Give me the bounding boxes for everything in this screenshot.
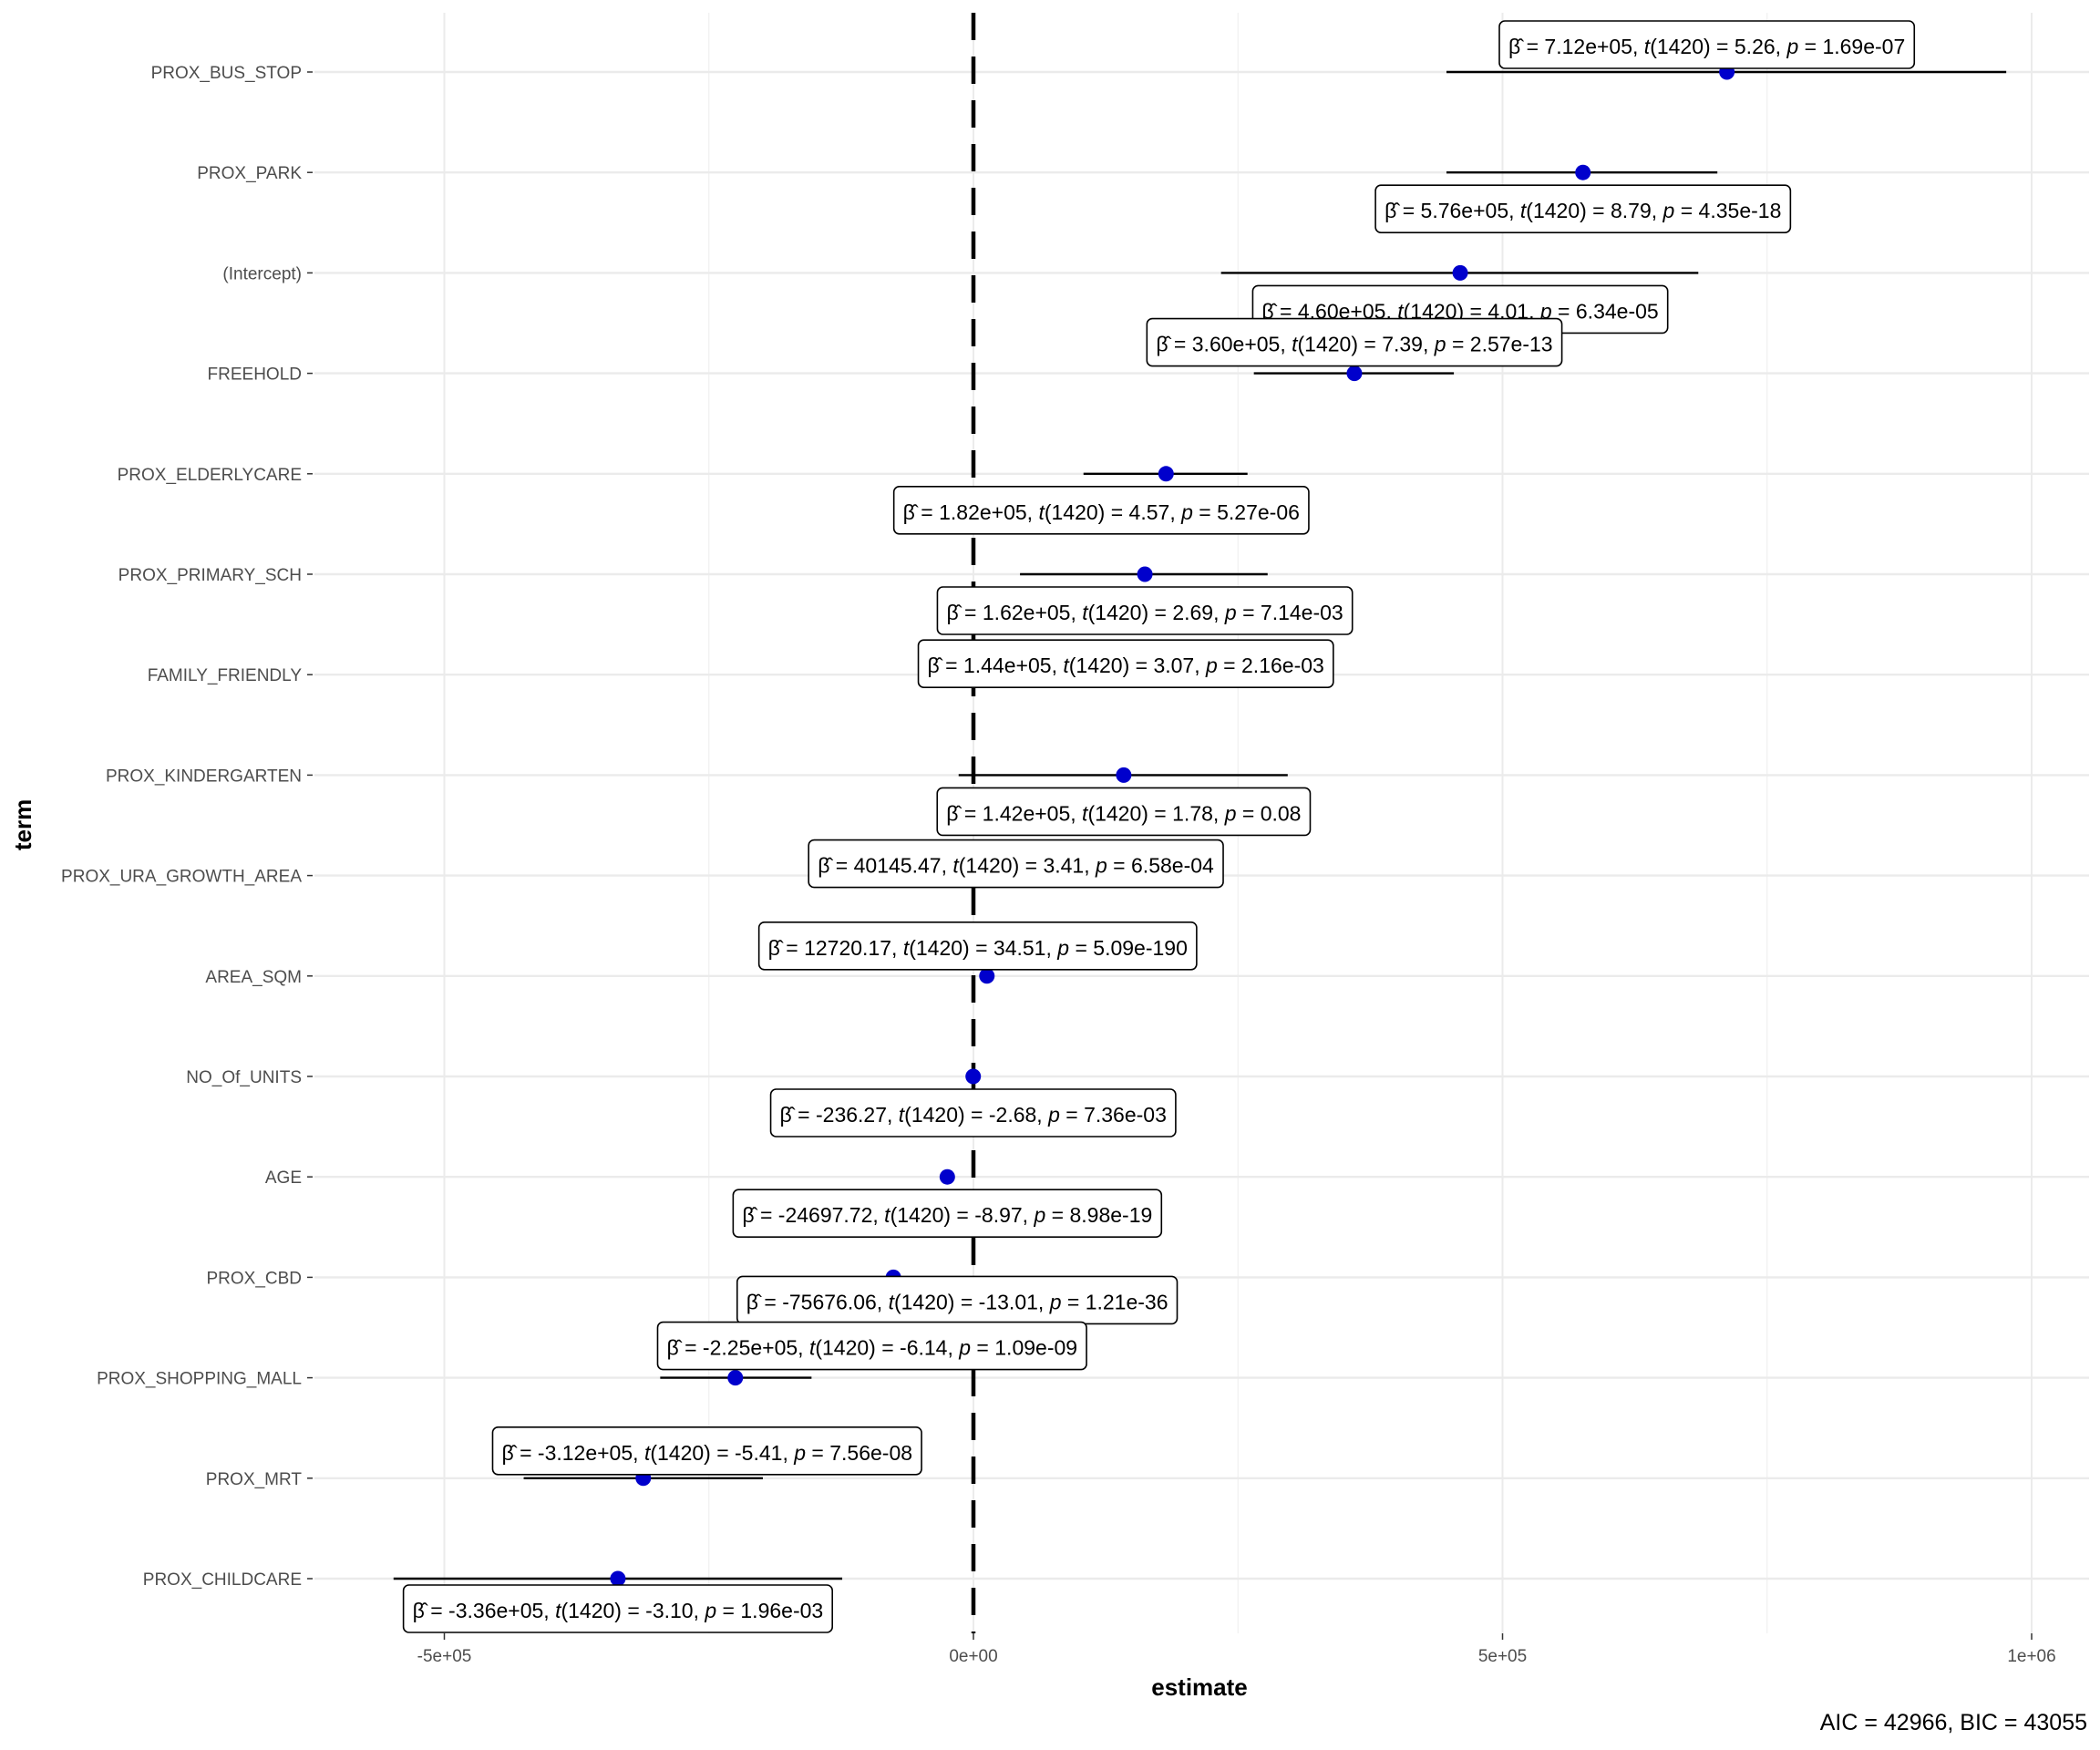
y-tick-label: PROX_URA_GROWTH_AREA	[61, 868, 302, 887]
estimate-point	[979, 968, 995, 984]
estimate-point	[965, 1068, 982, 1085]
y-axis-title: term	[9, 799, 36, 850]
x-tick-label: 1e+06	[2007, 1647, 2055, 1666]
model-fit-caption: AIC = 42966, BIC = 43055	[1820, 1710, 2087, 1735]
estimate-labels: β̂ = 7.12e+05, t(1420) = 5.26, p = 1.69e…	[402, 20, 1916, 1633]
estimate-label: β̂ = 1.62e+05, t(1420) = 2.69, p = 7.14e…	[936, 586, 1354, 635]
estimate-label-text: β̂ = 1.62e+05, t(1420) = 2.69, p = 7.14e…	[946, 601, 1343, 624]
estimate-label-text: β̂ = 7.12e+05, t(1420) = 5.26, p = 1.69e…	[1508, 35, 1905, 58]
estimate-label-box	[757, 921, 1198, 971]
estimate-label-text: β̂ = 5.76e+05, t(1420) = 8.79, p = 4.35e…	[1385, 199, 1781, 222]
estimate-point	[1116, 767, 1132, 783]
estimate-point	[610, 1570, 626, 1587]
estimate-label-text: β̂ = -24697.72, t(1420) = -8.97, p = 8.9…	[742, 1203, 1152, 1227]
estimate-label-text: β̂ = -2.25e+05, t(1420) = -6.14, p = 1.0…	[666, 1336, 1077, 1360]
estimate-label-text: β̂ = 40145.47, t(1420) = 3.41, p = 6.58e…	[818, 854, 1214, 878]
y-tick-label: PROX_PARK	[197, 164, 302, 183]
y-tick-label: PROX_MRT	[206, 1470, 303, 1489]
estimate-label-box	[1374, 184, 1792, 233]
y-tick-label: (Intercept)	[222, 264, 302, 283]
estimate-point	[1575, 164, 1591, 180]
y-tick-label: PROX_SHOPPING_MALL	[97, 1370, 302, 1389]
estimate-label-box	[732, 1189, 1163, 1238]
estimate-label: β̂ = 1.82e+05, t(1420) = 4.57, p = 5.27e…	[892, 485, 1310, 535]
y-tick-label: AGE	[265, 1168, 302, 1188]
estimate-label-text: β̂ = -3.12e+05, t(1420) = -5.41, p = 7.5…	[501, 1441, 912, 1465]
y-tick-label: PROX_CBD	[206, 1269, 302, 1288]
estimate-point	[1158, 466, 1174, 482]
estimate-label-text: β̂ = -75676.06, t(1420) = -13.01, p = 1.…	[746, 1290, 1168, 1313]
estimate-label: β̂ = 1.42e+05, t(1420) = 1.78, p = 0.08	[936, 787, 1312, 837]
x-tick-label: -5e+05	[417, 1647, 472, 1666]
estimate-label-box	[936, 787, 1312, 837]
y-tick-label: NO_Of_UNITS	[186, 1068, 302, 1087]
estimate-label-box	[491, 1426, 922, 1476]
estimate-label-text: β̂ = 1.42e+05, t(1420) = 1.78, p = 0.08	[946, 801, 1301, 825]
estimate-label: β̂ = 1.44e+05, t(1420) = 3.07, p = 2.16e…	[917, 639, 1334, 689]
estimate-point	[1346, 365, 1363, 382]
estimate-label-box	[808, 839, 1224, 889]
y-tick-label: PROX_PRIMARY_SCH	[118, 566, 302, 585]
estimate-label: β̂ = -75676.06, t(1420) = -13.01, p = 1.…	[736, 1275, 1179, 1325]
y-tick-label: PROX_KINDERGARTEN	[106, 767, 302, 786]
estimate-label-text: β̂ = 1.44e+05, t(1420) = 3.07, p = 2.16e…	[928, 654, 1324, 677]
estimate-label-box	[769, 1088, 1177, 1138]
x-tick-label: 0e+00	[949, 1647, 997, 1666]
estimate-label: β̂ = 12720.17, t(1420) = 34.51, p = 5.09…	[757, 921, 1198, 971]
x-axis: -5e+05 0e+00 5e+05 1e+06	[417, 1633, 2056, 1666]
y-tick-label: PROX_BUS_STOP	[151, 64, 302, 83]
estimate-label: β̂ = -3.36e+05, t(1420) = -3.10, p = 1.9…	[402, 1584, 833, 1633]
estimate-point	[1452, 264, 1468, 281]
estimate-label: β̂ = -236.27, t(1420) = -2.68, p = 7.36e…	[769, 1088, 1177, 1138]
y-tick-label: PROX_CHILDCARE	[143, 1570, 302, 1590]
y-tick-label: PROX_ELDERLYCARE	[118, 466, 302, 485]
estimate-label-box	[892, 485, 1310, 535]
y-axis: PROX_BUS_STOP PROX_PARK (Intercept) FREEHOL…	[61, 64, 313, 1590]
y-tick-label: FREEHOLD	[208, 365, 302, 385]
estimate-label: β̂ = 5.76e+05, t(1420) = 8.79, p = 4.35e…	[1374, 184, 1792, 233]
estimate-label-text: β̂ = -236.27, t(1420) = -2.68, p = 7.36e…	[780, 1103, 1167, 1127]
estimate-point	[939, 1168, 955, 1185]
estimate-label-box	[656, 1321, 1087, 1371]
estimate-label-box	[917, 639, 1334, 689]
estimate-point	[1137, 566, 1153, 582]
estimate-label: β̂ = -3.12e+05, t(1420) = -5.41, p = 7.5…	[491, 1426, 922, 1476]
x-tick-label: 5e+05	[1478, 1647, 1527, 1666]
estimate-label: β̂ = -24697.72, t(1420) = -8.97, p = 8.9…	[732, 1189, 1163, 1238]
estimate-label-text: β̂ = 1.82e+05, t(1420) = 4.57, p = 5.27e…	[903, 500, 1300, 524]
estimate-label-text: β̂ = 12720.17, t(1420) = 34.51, p = 5.09…	[768, 936, 1188, 960]
y-tick-label: FAMILY_FRIENDLY	[148, 666, 303, 685]
estimate-label-text: β̂ = -3.36e+05, t(1420) = -3.10, p = 1.9…	[413, 1599, 824, 1622]
estimate-label-box	[1498, 20, 1916, 69]
estimate-label: β̂ = -2.25e+05, t(1420) = -6.14, p = 1.0…	[656, 1321, 1087, 1371]
estimate-label: β̂ = 40145.47, t(1420) = 3.41, p = 6.58e…	[808, 839, 1224, 889]
estimate-point	[727, 1370, 744, 1386]
estimate-label-box	[1146, 317, 1563, 367]
estimate-label-box	[936, 586, 1354, 635]
x-axis-title: estimate	[1151, 1673, 1248, 1701]
estimate-label: β̂ = 7.12e+05, t(1420) = 5.26, p = 1.69e…	[1498, 20, 1916, 69]
estimate-label: β̂ = 3.60e+05, t(1420) = 7.39, p = 2.57e…	[1146, 317, 1563, 367]
estimate-label-box	[402, 1584, 833, 1633]
y-tick-label: AREA_SQM	[205, 968, 302, 987]
estimate-label-text: β̂ = 3.60e+05, t(1420) = 7.39, p = 2.57e…	[1156, 333, 1552, 356]
